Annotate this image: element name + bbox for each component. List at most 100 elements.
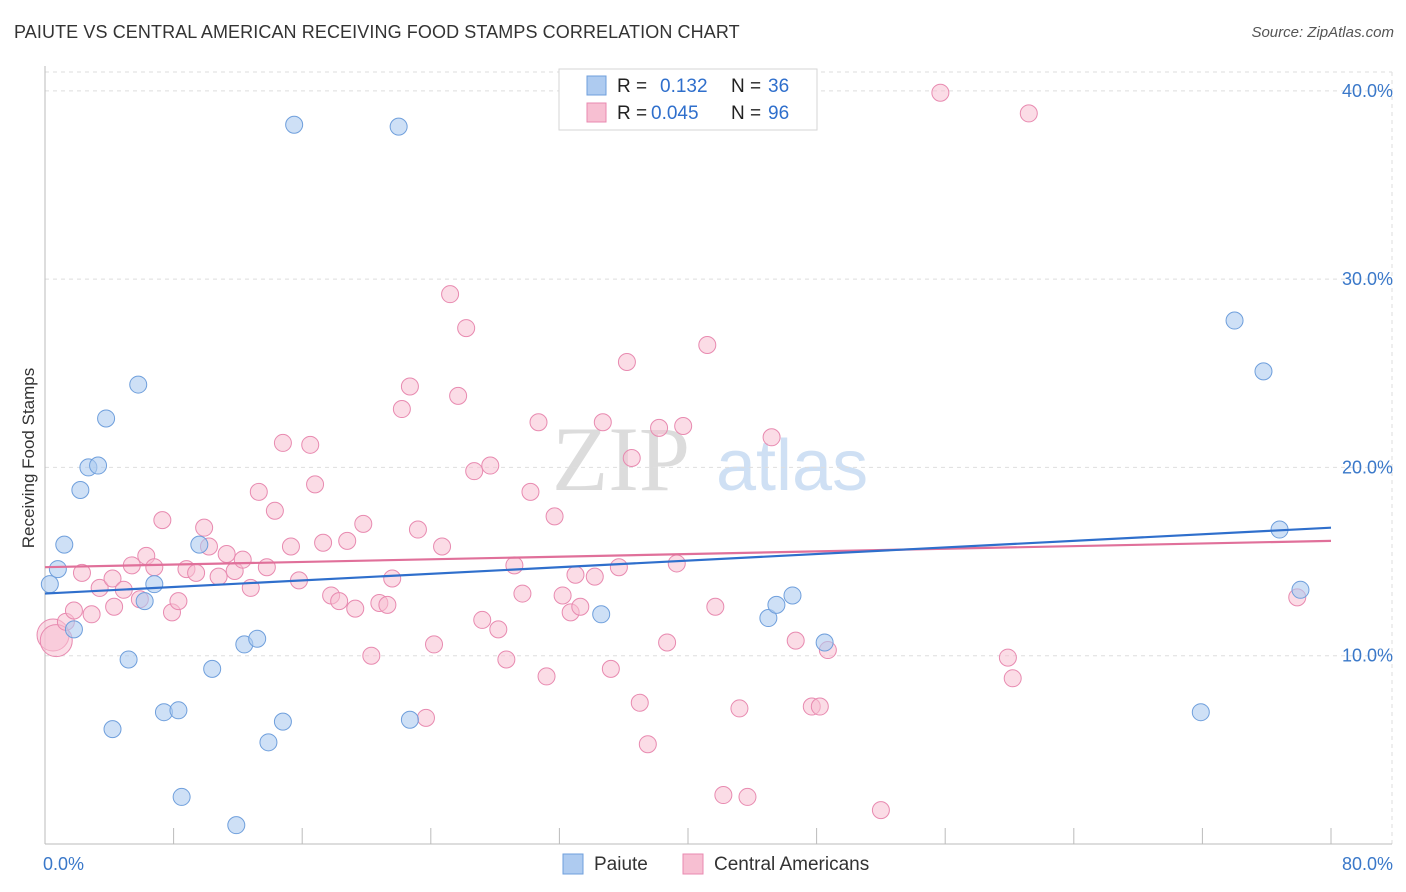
paiute-point bbox=[815, 633, 834, 652]
central-americans-point bbox=[169, 592, 188, 611]
paiute-point bbox=[227, 816, 246, 835]
central-americans-point bbox=[571, 597, 590, 616]
paiute-point bbox=[1225, 311, 1244, 330]
central-americans-point bbox=[545, 507, 564, 526]
central-americans-point bbox=[217, 545, 236, 564]
central-americans-point bbox=[473, 610, 492, 629]
central-americans-point bbox=[346, 599, 365, 618]
central-americans-point bbox=[674, 416, 693, 435]
y-tick-label: 20.0% bbox=[1342, 457, 1393, 477]
central-americans-point bbox=[593, 413, 612, 432]
central-americans-point bbox=[383, 569, 402, 588]
central-americans-point bbox=[249, 482, 268, 501]
central-americans-point bbox=[378, 595, 397, 614]
watermark-atlas: atlas bbox=[716, 426, 868, 506]
central-americans-point bbox=[931, 83, 950, 102]
central-americans-point bbox=[187, 563, 206, 582]
central-americans-point bbox=[354, 514, 373, 533]
paiute-point bbox=[119, 650, 138, 669]
legend-n-value-paiute: 36 bbox=[768, 76, 789, 97]
central-americans-point bbox=[105, 597, 124, 616]
central-americans-point bbox=[513, 584, 532, 603]
x-tick-labels: 0.0% 80.0% bbox=[43, 854, 1393, 874]
paiute-point bbox=[172, 787, 191, 806]
central-americans-point bbox=[103, 569, 122, 588]
central-americans-point bbox=[667, 554, 686, 573]
paiute-point bbox=[48, 560, 67, 579]
paiute-point bbox=[248, 629, 267, 648]
central-americans-point bbox=[762, 428, 781, 447]
paiute-point bbox=[592, 605, 611, 624]
paiute-point bbox=[1254, 362, 1273, 381]
central-americans-point bbox=[145, 558, 164, 577]
paiute-point bbox=[285, 115, 304, 134]
central-americans-point bbox=[609, 558, 628, 577]
central-americans-point bbox=[1019, 104, 1038, 123]
source-label: Source: ZipAtlas.com bbox=[1251, 24, 1394, 41]
bottom-legend-swatch-paiute bbox=[562, 853, 584, 875]
legend-n-label-paiute: N = bbox=[731, 76, 761, 97]
paiute-point bbox=[89, 456, 108, 475]
series-paiute bbox=[40, 115, 1310, 835]
central-americans-point bbox=[314, 533, 333, 552]
legend-n-value-central: 96 bbox=[768, 103, 789, 124]
paiute-point bbox=[135, 592, 154, 611]
central-americans-point bbox=[658, 633, 677, 652]
y-axis-label: Receiving Food Stamps bbox=[19, 368, 38, 548]
y-tick-label: 10.0% bbox=[1342, 646, 1393, 666]
paiute-point bbox=[190, 535, 209, 554]
paiute-point bbox=[203, 659, 222, 678]
central-americans-point bbox=[553, 586, 572, 605]
central-americans-point bbox=[425, 635, 444, 654]
legend-r-label-paiute: R = bbox=[617, 76, 647, 97]
central-americans-point bbox=[489, 620, 508, 639]
watermark-zip: ZIP bbox=[552, 408, 690, 510]
paiute-point bbox=[1291, 580, 1310, 599]
bottom-legend-label-central-americans: Central Americans bbox=[714, 854, 869, 875]
central-americans-point bbox=[306, 475, 325, 494]
x-tick-label-max: 80.0% bbox=[1342, 854, 1393, 874]
legend-r-value-central: 0.045 bbox=[651, 103, 699, 124]
trend-lines bbox=[44, 526, 1332, 595]
central-americans-point bbox=[209, 567, 228, 586]
central-americans-point bbox=[465, 462, 484, 481]
central-americans-point bbox=[265, 501, 284, 520]
paiute-point bbox=[400, 710, 419, 729]
central-americans-point bbox=[338, 531, 357, 550]
central-americans-point bbox=[714, 786, 733, 805]
central-americans-point bbox=[566, 565, 585, 584]
y-tick-labels: 10.0% 20.0% 30.0% 40.0% bbox=[1342, 81, 1393, 666]
correlation-legend: R = 0.132 N = 36 R = 0.045 N = 96 bbox=[558, 68, 818, 131]
series-central-americans bbox=[36, 83, 1307, 820]
paiute-point bbox=[389, 117, 408, 136]
central-americans-point bbox=[537, 667, 556, 686]
central-americans-point bbox=[585, 567, 604, 586]
paiute-point bbox=[97, 409, 116, 428]
central-americans-point bbox=[638, 735, 657, 754]
central-americans-point bbox=[630, 693, 649, 712]
legend-swatch-central-americans bbox=[586, 102, 607, 123]
central-americans-point bbox=[497, 650, 516, 669]
paiute-point bbox=[129, 375, 148, 394]
central-americans-point bbox=[1003, 669, 1022, 688]
chart-title: PAIUTE VS CENTRAL AMERICAN RECEIVING FOO… bbox=[14, 22, 740, 42]
paiute-point bbox=[103, 720, 122, 739]
paiute-point bbox=[40, 575, 59, 594]
paiute-point bbox=[1191, 703, 1210, 722]
central-americans-point bbox=[72, 563, 91, 582]
central-americans-point bbox=[786, 631, 805, 650]
central-americans-point bbox=[449, 386, 468, 405]
axes bbox=[44, 66, 1392, 845]
paiute-point bbox=[145, 575, 164, 594]
paiute-point bbox=[767, 595, 786, 614]
central-americans-point bbox=[698, 336, 717, 355]
legend-r-value-paiute: 0.132 bbox=[660, 76, 708, 97]
central-americans-point bbox=[730, 699, 749, 718]
trend-line-central-americans bbox=[44, 539, 1332, 569]
central-americans-point bbox=[301, 435, 320, 454]
central-americans-point bbox=[281, 537, 300, 556]
central-americans-point bbox=[153, 511, 172, 530]
central-americans-point bbox=[529, 413, 548, 432]
y-tick-label: 40.0% bbox=[1342, 81, 1393, 101]
trend-line-paiute bbox=[44, 526, 1332, 595]
